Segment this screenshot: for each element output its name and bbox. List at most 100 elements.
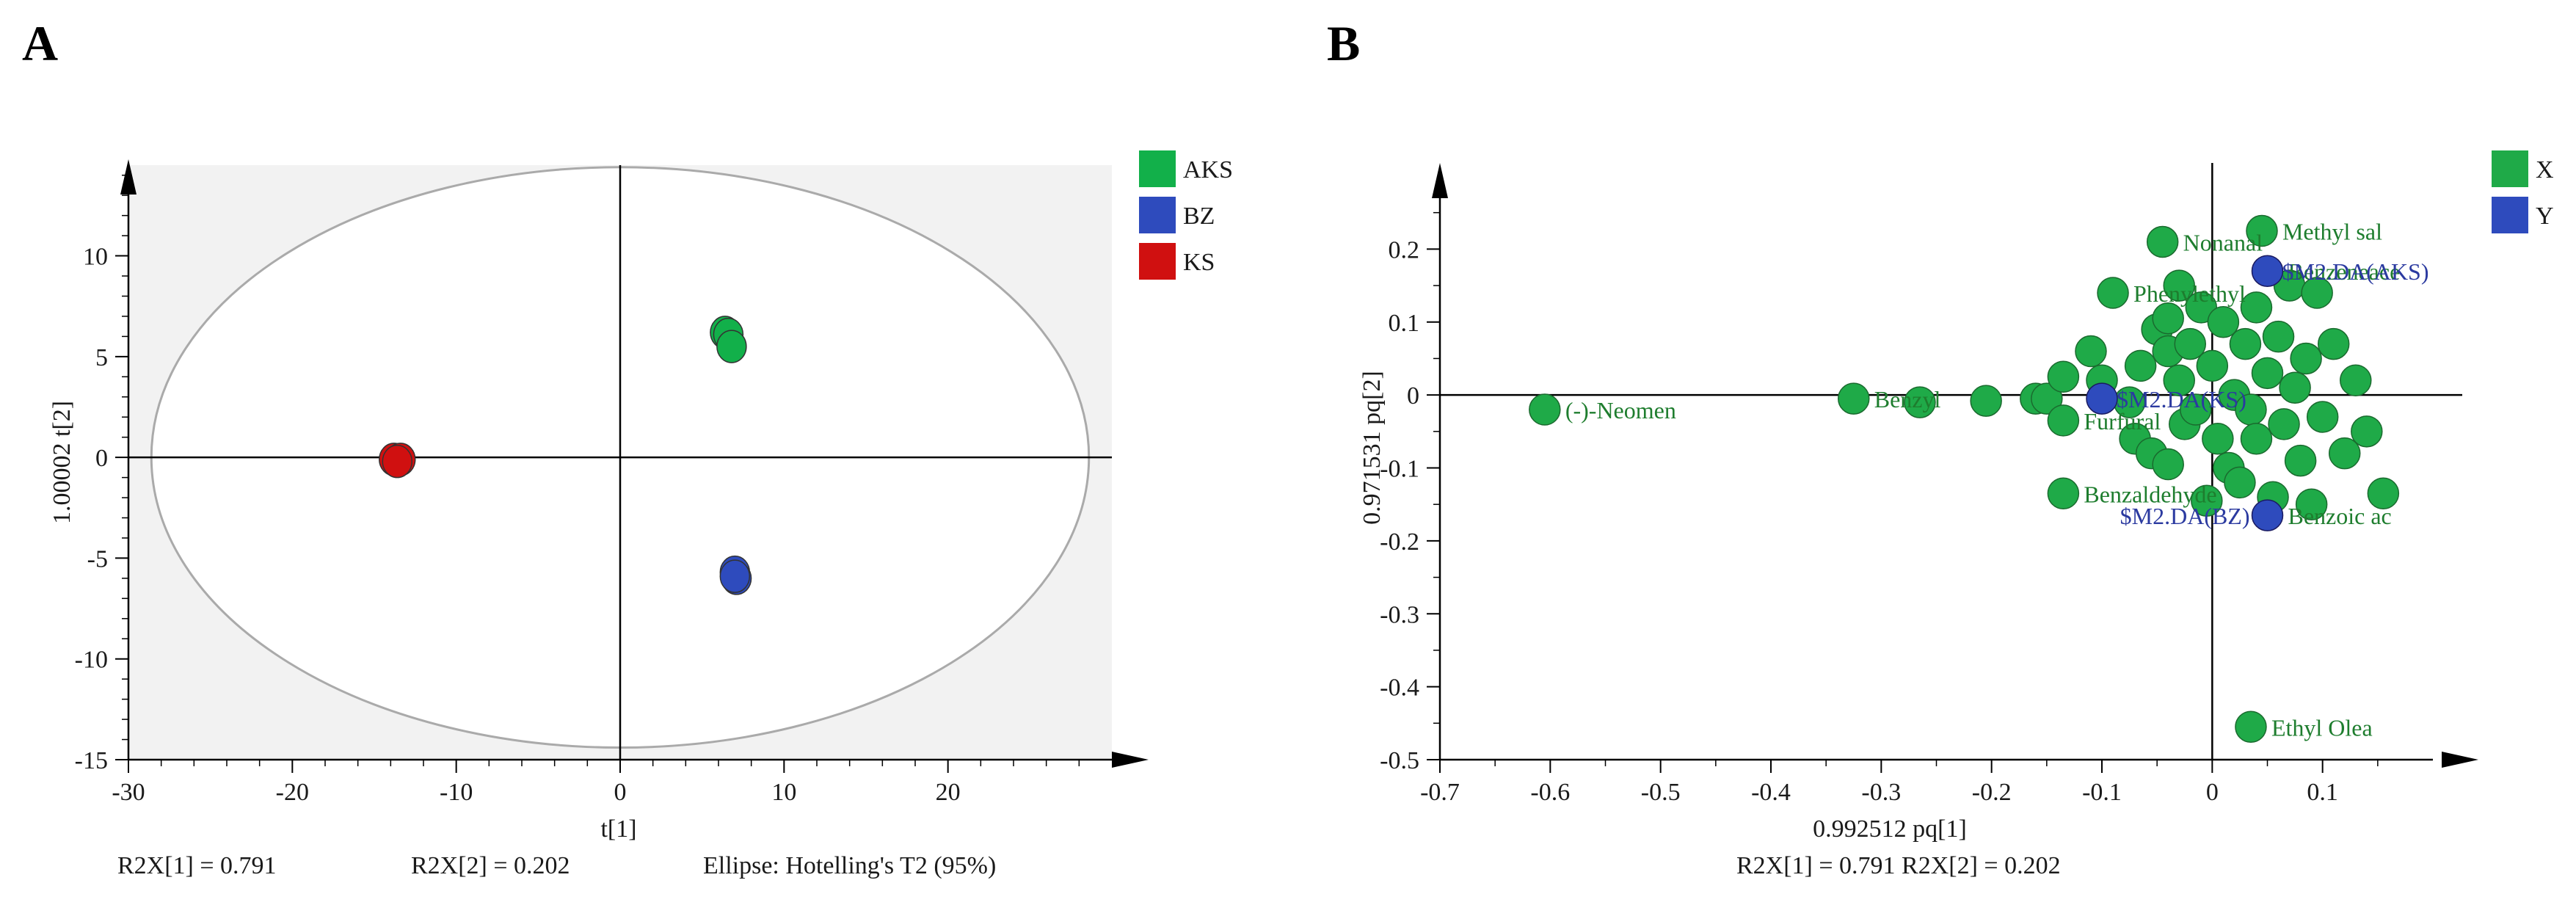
- loading-point-x: [2174, 327, 2207, 360]
- variable-label: Benzoic ac: [2288, 503, 2392, 529]
- loading-point-x: [2047, 477, 2080, 510]
- plot-a-y-tick-label: -10: [75, 647, 108, 674]
- plot-a-x-title: t[1]: [600, 815, 636, 843]
- loading-point-x: [2284, 444, 2317, 477]
- plot-b-x-tick-label: -0.2: [1972, 779, 2012, 806]
- loading-point-x: [2224, 466, 2256, 499]
- loading-point-x: [2202, 423, 2234, 455]
- variable-label: Furfural: [2084, 408, 2161, 435]
- loading-point-x: [2246, 214, 2278, 247]
- variable-label: Nonanal: [2183, 229, 2263, 255]
- loading-point-x: [2262, 320, 2295, 353]
- loading-point-x: [1970, 385, 2002, 417]
- legend-label-aks: AKS: [1183, 156, 1233, 183]
- loading-point-x: [2163, 364, 2195, 396]
- plot-a-y-arrow-icon: [120, 159, 137, 195]
- plot-b-y-tick-label: -0.5: [1380, 747, 1419, 774]
- plot-b-y-tick-label: 0.1: [1389, 310, 1420, 337]
- plot-b-y-tick-label: -0.2: [1380, 528, 1419, 556]
- plot-a-y-tick-label: 5: [95, 344, 108, 371]
- loading-point-y: [2086, 382, 2118, 415]
- loading-point-x: [2196, 349, 2229, 382]
- plot-a-r2x1: R2X[1] = 0.791: [117, 852, 277, 879]
- loading-point-x: [1838, 382, 1870, 415]
- loading-point-x: [2279, 371, 2311, 404]
- loading-point-x: [2317, 327, 2350, 360]
- loading-point-x: [2124, 349, 2157, 382]
- legend-swatch-bz: [1139, 197, 1176, 233]
- score-plot-a: -30 -20 -10 0 10 20 -15 -10 -5 0 5 10 t[1] 1.00002 …: [48, 150, 1233, 879]
- loading-point-x: [2075, 335, 2107, 368]
- legend-swatch-y: [2492, 197, 2528, 233]
- plot-b-y-arrow-icon: [1432, 163, 1448, 198]
- loading-point-y: [2251, 499, 2284, 531]
- plot-a-y-title: 1.00002 t[2]: [48, 401, 76, 524]
- loading-point-x: [2152, 302, 2184, 335]
- loading-point-x: [2351, 415, 2383, 448]
- score-point-aks: [716, 330, 747, 363]
- panel-label-b: B: [1327, 15, 1360, 71]
- loading-point-x: [2163, 269, 2195, 302]
- plot-b-y-title: 0.971531 pq[2]: [1358, 371, 1386, 525]
- plot-a-x-tick-label: -20: [276, 779, 309, 806]
- plot-a-legend: AKS BZ KS: [1139, 150, 1233, 280]
- plot-a-y-tick-label: -5: [87, 545, 108, 573]
- plot-b-r2x: R2X[1] = 0.791 R2X[2] = 0.202: [1736, 852, 2061, 879]
- loading-point-x: [2097, 277, 2129, 309]
- plot-b-x-title: 0.992512 pq[1]: [1813, 815, 1967, 843]
- plot-b-x-tick-label: 0.1: [2307, 779, 2338, 806]
- variable-label: $M2.DA(BZ): [2120, 503, 2250, 529]
- loading-point-x: [2180, 393, 2212, 426]
- loading-point-x: [2251, 357, 2284, 390]
- plot-a-x-tick-label: 20: [936, 779, 961, 806]
- plot-a-points: [379, 316, 752, 595]
- plot-b-x-arrow-icon: [2442, 752, 2478, 768]
- plot-b-y-tick-label: -0.1: [1380, 456, 1419, 483]
- plot-a-x-tick-label: 10: [771, 779, 796, 806]
- variable-label: (-)-Neomen: [1565, 397, 1676, 424]
- plot-a-y-tick-label: 10: [83, 244, 108, 271]
- loading-plot-b: -0.7 -0.6 -0.5 -0.4 -0.3 -0.2 -0.1 0 0.1 -0.5 -0.4…: [1358, 150, 2554, 879]
- loading-point-x: [2207, 306, 2240, 338]
- variable-label: Ethyl Olea: [2271, 714, 2373, 741]
- loading-point-x: [1529, 393, 1561, 426]
- variable-label: Benzyl: [1874, 386, 1941, 412]
- plot-b-points: [1529, 214, 2400, 744]
- plot-b-x-tick-label: -0.1: [2082, 779, 2122, 806]
- plot-a-x-arrow-icon: [1112, 752, 1149, 768]
- plot-a-y-tick-label: 0: [95, 445, 108, 472]
- loading-point-x: [2306, 401, 2339, 433]
- loading-point-x: [2191, 484, 2223, 517]
- legend-label-x: X: [2536, 156, 2554, 183]
- plot-b-x-tick-label: -0.5: [1641, 779, 1681, 806]
- loading-point-x: [2229, 327, 2262, 360]
- variable-label: $M2.DA(AKS): [2282, 258, 2429, 285]
- loading-point-x: [2031, 382, 2063, 415]
- loading-point-x: [2235, 710, 2267, 744]
- plot-b-x-tick-label: -0.3: [1861, 779, 1901, 806]
- variable-label: Benzaldehyde: [2084, 481, 2216, 507]
- plot-b-x-tick-label: 0: [2206, 779, 2219, 806]
- plot-a-x-tick-label: -30: [112, 779, 145, 806]
- plot-a-r2x2: R2X[2] = 0.202: [411, 852, 570, 879]
- variable-label: Phenylethyl: [2133, 280, 2246, 307]
- variable-label: Methyl sal: [2282, 219, 2382, 245]
- plot-a-x-tick-label: -10: [440, 779, 473, 806]
- plot-a-y-tick-label: -15: [75, 747, 108, 774]
- variable-label: $M2.DA(KS): [2117, 386, 2246, 412]
- plot-b-variable-labels: (-)-Neomen Benzyl Methyl sal Nonanal Benzene…: [1565, 219, 2429, 741]
- loading-point-x: [2328, 437, 2361, 470]
- plot-b-y-tick-label: 0.2: [1389, 236, 1420, 263]
- loading-point-y: [2251, 255, 2284, 287]
- loading-point-x: [2301, 277, 2333, 309]
- plot-b-legend: XY: [2492, 150, 2554, 233]
- loading-point-x: [2290, 342, 2322, 375]
- loading-point-x: [2047, 404, 2080, 437]
- panel-label-a: A: [22, 15, 58, 71]
- score-point-ks: [382, 444, 413, 479]
- loading-point-x: [2047, 360, 2080, 393]
- legend-swatch-aks: [1139, 150, 1176, 187]
- loading-point-x: [2240, 423, 2273, 455]
- legend-swatch-ks: [1139, 243, 1176, 280]
